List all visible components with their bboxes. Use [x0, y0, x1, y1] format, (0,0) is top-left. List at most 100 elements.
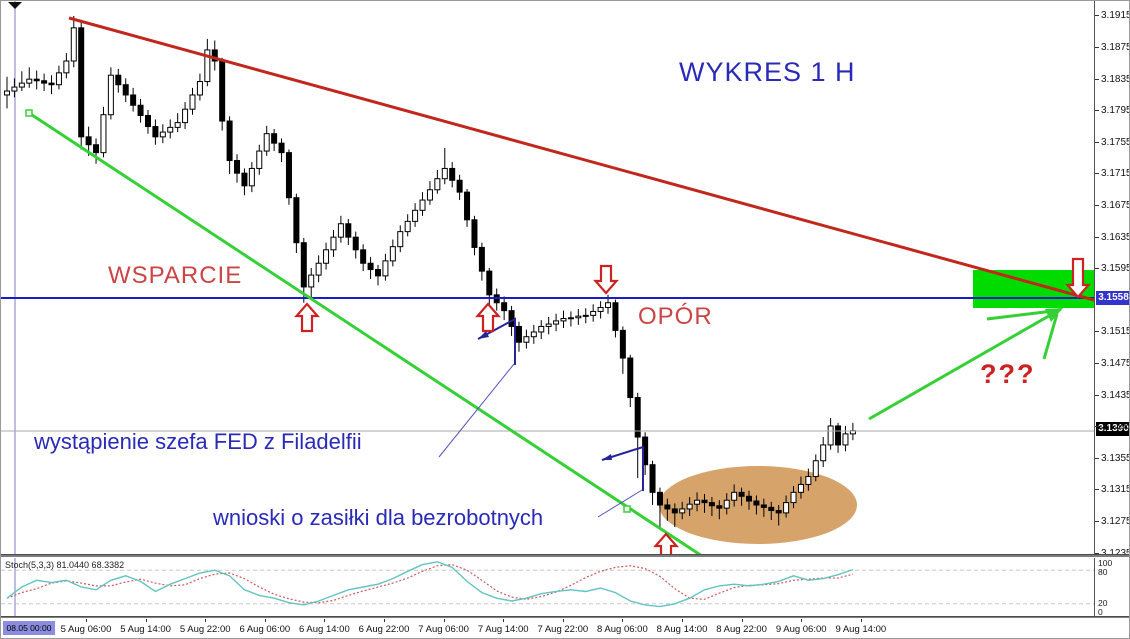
- candle-body: [189, 94, 196, 110]
- crosshair-date-box: 08.05 00:00: [3, 621, 55, 635]
- green-projection-arrow[interactable]: [986, 309, 1054, 321]
- chart-label-fed-speech[interactable]: wystąpienie szefa FED z Filadelfii: [34, 429, 362, 454]
- time-tick-label: 6 Aug 06:00: [239, 624, 291, 635]
- stochastic-indicator-canvas[interactable]: [1, 558, 1094, 616]
- time-tick-mark: [801, 619, 803, 622]
- candle-body: [567, 317, 574, 320]
- red-up-arrow-icon[interactable]: [475, 302, 501, 333]
- time-tick-label: 5 Aug 06:00: [60, 624, 112, 635]
- candle-body: [538, 325, 545, 333]
- price-tick-label: 3.1235: [1095, 548, 1129, 559]
- time-tick-mark: [741, 619, 743, 622]
- price-tick-label: 3.1435: [1095, 390, 1129, 401]
- candle-body: [330, 236, 337, 251]
- chart-label-jobless-claims[interactable]: wnioski o zasiłki dla bezrobotnych: [213, 505, 544, 530]
- candle-body: [308, 274, 315, 288]
- candle-body: [263, 133, 270, 152]
- candle-body: [590, 310, 597, 316]
- candle-body: [612, 302, 619, 331]
- price-tick-label: 3.1835: [1095, 74, 1129, 85]
- candle-body: [100, 114, 107, 154]
- note-pointer-line: [597, 489, 643, 518]
- candle-body: [560, 318, 567, 322]
- time-tick-mark: [86, 619, 87, 622]
- candle-body: [144, 115, 151, 128]
- trendline-anchor-handle[interactable]: [623, 505, 631, 513]
- time-tick-mark: [264, 619, 266, 622]
- selected-price-box: 3.1558: [1096, 291, 1129, 305]
- candle-body: [360, 249, 367, 264]
- price-tick-label: 3.1275: [1095, 516, 1129, 527]
- candle-body: [248, 167, 255, 187]
- indicator-scale-axis: 100 80 20 0: [1094, 558, 1129, 617]
- candle-body: [746, 495, 752, 502]
- candle-body: [174, 122, 181, 128]
- candle-body: [486, 270, 493, 296]
- price-tick-label: 3.1675: [1095, 200, 1129, 211]
- candle-body: [530, 331, 537, 338]
- candle-body: [11, 86, 18, 92]
- candle-body: [464, 191, 471, 221]
- candle-body: [597, 306, 604, 312]
- chart-label-question-marks[interactable]: ???: [980, 359, 1036, 389]
- candle-body: [315, 262, 322, 276]
- support-trendline[interactable]: [28, 111, 705, 554]
- candle-body: [367, 262, 374, 271]
- candle-body: [515, 325, 522, 343]
- time-tick-mark: [324, 619, 326, 622]
- candle-body: [122, 84, 129, 96]
- time-tick-label: 5 Aug 22:00: [179, 624, 231, 635]
- candle-body: [375, 269, 381, 277]
- candle-body: [456, 179, 463, 193]
- candle-body: [679, 508, 686, 514]
- candle-body: [434, 178, 441, 191]
- red-up-arrow-icon[interactable]: [294, 302, 320, 333]
- time-tick-label: 6 Aug 22:00: [358, 624, 410, 635]
- candle-body: [842, 433, 849, 446]
- candle-body: [419, 199, 426, 211]
- time-tick-label: 9 Aug 06:00: [775, 624, 827, 635]
- candle-body: [352, 236, 359, 251]
- candle-body: [820, 444, 827, 462]
- stoch-scale-label: 100: [1098, 558, 1113, 568]
- time-tick-mark: [503, 619, 505, 622]
- price-tick-label: 3.1475: [1095, 358, 1129, 369]
- pane-divider-bottom[interactable]: [1, 616, 1129, 619]
- price-tick-label: 3.1595: [1095, 263, 1129, 274]
- red-up-arrow-icon[interactable]: [653, 532, 679, 554]
- candle-body: [827, 425, 834, 446]
- green-arrowhead-icon: [1045, 308, 1063, 322]
- candle-body: [553, 320, 560, 325]
- time-tick-mark: [682, 619, 683, 622]
- candle-body: [397, 231, 404, 248]
- resistance-trendline[interactable]: [68, 16, 1094, 302]
- candle-body: [41, 80, 48, 84]
- candle-body: [775, 510, 782, 514]
- price-tick-label: 3.1515: [1095, 326, 1129, 337]
- candlestick-chart-canvas[interactable]: [1, 1, 1094, 554]
- chart-label-support[interactable]: WSPARCIE: [108, 262, 243, 289]
- candle-body: [26, 78, 33, 84]
- green-projection-arrow[interactable]: [868, 307, 1062, 421]
- red-down-arrow-icon[interactable]: [1065, 257, 1091, 299]
- red-down-arrow-icon[interactable]: [593, 264, 619, 295]
- candle-body: [85, 136, 92, 146]
- candle-body: [783, 502, 790, 514]
- green-projection-arrow[interactable]: [1042, 313, 1059, 360]
- note-pointer-elbow: [477, 317, 516, 365]
- chart-label-resistance[interactable]: OPÓR: [638, 303, 713, 330]
- candle-body: [323, 249, 330, 264]
- time-tick-label: 8 Aug 06:00: [597, 624, 648, 635]
- candle-body: [256, 150, 263, 169]
- stoch-scale-label: 20: [1098, 598, 1108, 608]
- candle-body: [605, 302, 612, 308]
- candle-body: [4, 90, 10, 96]
- candle-body: [582, 314, 589, 317]
- trendline-anchor-handle[interactable]: [25, 109, 33, 117]
- chart-label-timeframe[interactable]: WYKRES 1 H: [679, 57, 856, 87]
- pane-divider[interactable]: [1, 554, 1129, 558]
- price-tick-label: 3.1635: [1095, 232, 1129, 243]
- candle-body: [701, 499, 708, 504]
- candle-body: [48, 82, 55, 86]
